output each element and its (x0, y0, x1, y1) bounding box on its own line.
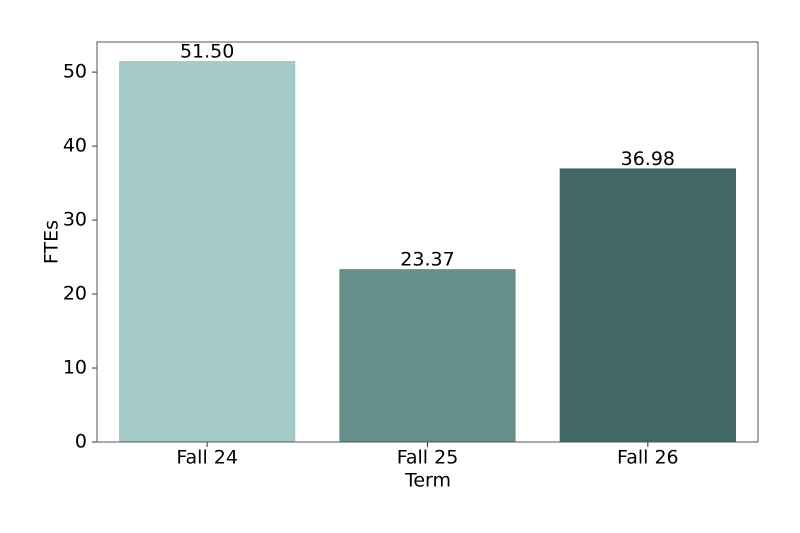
value-label: 23.37 (400, 249, 454, 271)
x-tick-label: Fall 25 (397, 447, 459, 469)
y-tick-label: 0 (75, 431, 87, 453)
bar (119, 61, 296, 442)
x-axis-label: Term (404, 470, 451, 492)
y-tick-label: 30 (63, 209, 87, 231)
y-tick-label: 50 (63, 61, 87, 83)
y-tick-label: 10 (63, 357, 87, 379)
x-tick-label: Fall 26 (617, 447, 679, 469)
x-tick-label: Fall 24 (176, 447, 238, 469)
y-tick-label: 20 (63, 283, 87, 305)
bar (559, 168, 736, 442)
value-label: 51.50 (180, 41, 234, 63)
y-tick-label: 40 (63, 135, 87, 157)
plot-frame (96, 41, 759, 443)
value-label: 36.98 (621, 148, 675, 170)
bar (339, 269, 516, 442)
y-axis-label: FTEs (41, 220, 63, 264)
